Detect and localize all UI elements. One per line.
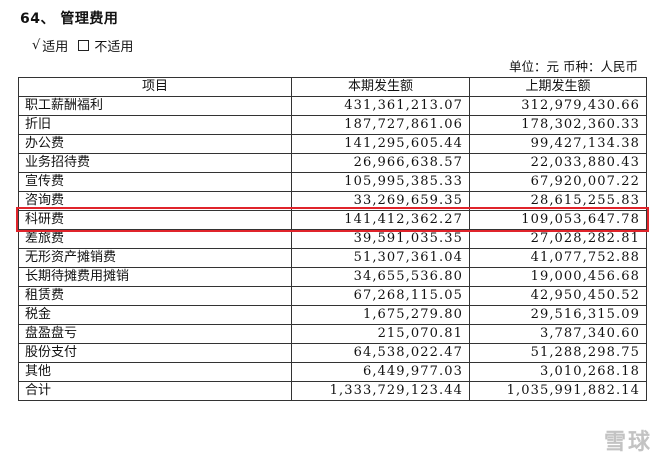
row-current-amount: 39,591,035.35: [291, 229, 470, 249]
row-current-amount: 26,966,638.57: [291, 153, 470, 173]
row-item-name: 股份支付: [18, 343, 292, 363]
row-current-amount: 64,538,022.47: [291, 343, 470, 363]
row-previous-amount: 3,010,268.18: [469, 362, 647, 382]
row-current-amount: 141,295,605.44: [291, 134, 470, 154]
row-item-name: 合计: [18, 381, 292, 401]
not-applicable-label: 不适用: [94, 40, 134, 55]
row-current-amount: 141,412,362.27: [291, 210, 470, 230]
row-previous-amount: 178,302,360.33: [469, 115, 647, 135]
table-row: 租赁费 67,268,115.05 42,950,450.52: [18, 286, 647, 306]
table-row: 科研费 141,412,362.27 109,053,647.78: [18, 210, 647, 230]
empty-checkbox-icon: [78, 40, 90, 51]
row-previous-amount: 1,035,991,882.14: [469, 381, 647, 401]
row-previous-amount: 3,787,340.60: [469, 324, 647, 344]
row-previous-amount: 29,516,315.09: [469, 305, 647, 325]
row-item-name: 盘盈盘亏: [18, 324, 292, 344]
row-item-name: 其他: [18, 362, 292, 382]
table-row: 折旧 187,727,861.06 178,302,360.33: [18, 115, 647, 135]
section-title: 64、 管理费用: [20, 11, 119, 27]
row-item-name: 折旧: [18, 115, 292, 135]
row-item-name: 科研费: [18, 210, 292, 230]
row-current-amount: 431,361,213.07: [291, 96, 470, 116]
row-item-name: 税金: [18, 305, 292, 325]
table-row: 合计 1,333,729,123.44 1,035,991,882.14: [18, 381, 647, 401]
row-item-name: 咨询费: [18, 191, 292, 211]
xueqiu-watermark: 雪球: [603, 430, 652, 455]
row-current-amount: 1,675,279.80: [291, 305, 470, 325]
row-item-name: 差旅费: [18, 229, 292, 249]
row-current-amount: 67,268,115.05: [291, 286, 470, 306]
row-previous-amount: 51,288,298.75: [469, 343, 647, 363]
row-previous-amount: 41,077,752.88: [469, 248, 647, 268]
row-item-name: 租赁费: [18, 286, 292, 306]
row-item-name: 长期待摊费用摊销: [18, 267, 292, 287]
row-current-amount: 34,655,536.80: [291, 267, 470, 287]
applicability-options: √ 适用 不适用: [32, 36, 133, 55]
row-previous-amount: 27,028,282.81: [469, 229, 647, 249]
row-current-amount: 105,995,385.33: [291, 172, 470, 192]
row-current-amount: 1,333,729,123.44: [291, 381, 470, 401]
row-item-name: 业务招待费: [18, 153, 292, 173]
table-row: 办公费 141,295,605.44 99,427,134.38: [18, 134, 647, 154]
table-row: 差旅费 39,591,035.35 27,028,282.81: [18, 229, 647, 249]
header-previous-period: 上期发生额: [469, 77, 647, 97]
row-item-name: 办公费: [18, 134, 292, 154]
table-header-row: 项目 本期发生额 上期发生额: [18, 77, 647, 97]
header-item: 项目: [18, 77, 292, 97]
row-previous-amount: 42,950,450.52: [469, 286, 647, 306]
row-current-amount: 215,070.81: [291, 324, 470, 344]
row-previous-amount: 22,033,880.43: [469, 153, 647, 173]
row-previous-amount: 28,615,255.83: [469, 191, 647, 211]
row-previous-amount: 109,053,647.78: [469, 210, 647, 230]
table-row: 税金 1,675,279.80 29,516,315.09: [18, 305, 647, 325]
table-row: 宣传费 105,995,385.33 67,920,007.22: [18, 172, 647, 192]
row-previous-amount: 312,979,430.66: [469, 96, 647, 116]
row-previous-amount: 67,920,007.22: [469, 172, 647, 192]
row-item-name: 无形资产摊销费: [18, 248, 292, 268]
row-current-amount: 33,269,659.35: [291, 191, 470, 211]
unit-currency-line: 单位：元 币种：人民币: [509, 59, 638, 74]
table-row: 长期待摊费用摊销 34,655,536.80 19,000,456.68: [18, 267, 647, 287]
applicable-label: 适用: [42, 40, 69, 55]
table-row: 咨询费 33,269,659.35 28,615,255.83: [18, 191, 647, 211]
table-row: 业务招待费 26,966,638.57 22,033,880.43: [18, 153, 647, 173]
row-current-amount: 51,307,361.04: [291, 248, 470, 268]
header-current-period: 本期发生额: [291, 77, 470, 97]
row-item-name: 职工薪酬福利: [18, 96, 292, 116]
table-row: 盘盈盘亏 215,070.81 3,787,340.60: [18, 324, 647, 344]
row-previous-amount: 19,000,456.68: [469, 267, 647, 287]
row-current-amount: 6,449,977.03: [291, 362, 470, 382]
row-item-name: 宣传费: [18, 172, 292, 192]
row-previous-amount: 99,427,134.38: [469, 134, 647, 154]
table-row: 职工薪酬福利 431,361,213.07 312,979,430.66: [18, 96, 647, 116]
check-mark-icon: √: [32, 38, 41, 53]
table-row: 无形资产摊销费 51,307,361.04 41,077,752.88: [18, 248, 647, 268]
table-row: 股份支付 64,538,022.47 51,288,298.75: [18, 343, 647, 363]
row-current-amount: 187,727,861.06: [291, 115, 470, 135]
table-row: 其他 6,449,977.03 3,010,268.18: [18, 362, 647, 382]
admin-expenses-table: 项目 本期发生额 上期发生额 职工薪酬福利 431,361,213.07 312,9…: [18, 77, 647, 401]
